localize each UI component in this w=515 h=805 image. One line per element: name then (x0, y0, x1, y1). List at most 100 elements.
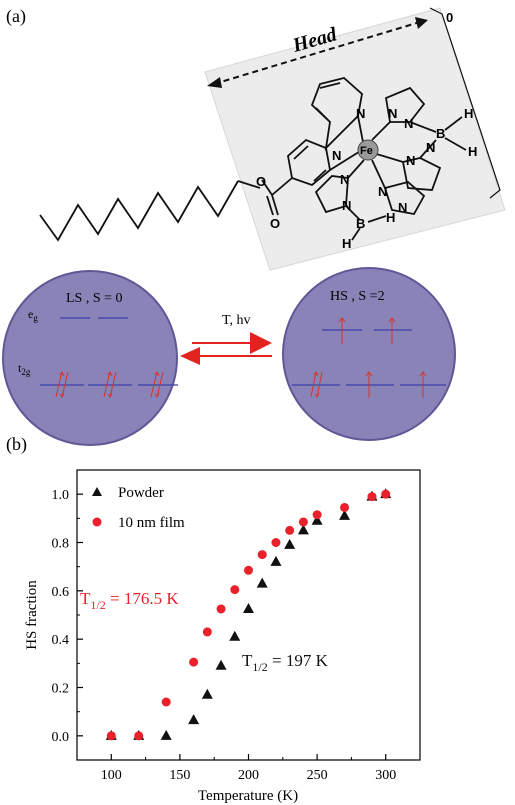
y-axis-label: HS fraction (24, 580, 40, 650)
plot-frame (76, 469, 421, 761)
h-label-3: H (342, 236, 351, 251)
powder-point (229, 630, 241, 641)
h-label-2: H (468, 144, 477, 159)
ls-eg-label: eg (28, 307, 38, 323)
powder-point (284, 538, 296, 549)
b-label-top: B (436, 126, 445, 141)
ls-electron-pairs (55, 371, 164, 398)
ls-circle (2, 270, 178, 446)
powder-point (160, 729, 172, 740)
data-series (105, 488, 392, 741)
panel-b-label: (b) (6, 434, 27, 455)
n-label-pz-2: N (404, 116, 413, 131)
n-label-pz-8: N (398, 200, 407, 215)
legend: Powder 10 nm film (92, 485, 185, 531)
film-point (298, 517, 308, 527)
powder-point (339, 509, 351, 520)
y-tick-label: 1.0 (52, 488, 70, 503)
hs-state-diagram: HS , S =2 (282, 267, 456, 441)
y-tick-label: 0.0 (52, 730, 70, 745)
head-arrow-right-tip (415, 17, 428, 29)
bracket-zero-label: 0 (446, 10, 453, 25)
n-label-pz-1: N (388, 106, 397, 121)
alkyl-chain (39, 180, 239, 242)
series-film (106, 489, 391, 741)
o-label-carbonyl: O (270, 216, 280, 231)
film-point (257, 550, 267, 560)
head-arrow (213, 21, 421, 85)
powder-point (243, 602, 254, 613)
legend-film-marker (92, 517, 102, 527)
legend-film-label: 10 nm film (118, 515, 185, 531)
powder-point (201, 688, 213, 699)
n-label-pz-7: N (378, 184, 387, 199)
reverse-arrow-head (180, 347, 200, 365)
head-bracket (429, 7, 501, 199)
o-label-ester: O (256, 174, 266, 189)
hs-circle (282, 267, 456, 441)
spin-transition-arrows: T, hv (180, 313, 272, 365)
n-label-pz-3: N (406, 153, 415, 168)
hs-title: HS , S =2 (330, 289, 385, 304)
legend-powder-label: Powder (118, 485, 164, 501)
powder-point (270, 555, 282, 566)
x-tick-label: 300 (375, 768, 396, 783)
ls-state-diagram: LS , S = 0 eg t2g (2, 270, 178, 446)
forward-arrow-head (250, 332, 272, 354)
n-label-pz-6: N (342, 198, 351, 213)
film-point (202, 627, 212, 637)
n-label-pyridine-top: N (356, 106, 365, 121)
molecule-backdrop (204, 7, 506, 271)
h-label-1: H (464, 106, 473, 121)
hs-electrons (310, 317, 427, 398)
n-label-pyridine-mid: N (332, 148, 341, 163)
powder-t-half-annotation: T1/2 = 197 K (242, 651, 329, 674)
film-point (367, 492, 377, 502)
powder-point (311, 514, 323, 525)
n-label-pz-4: N (426, 140, 435, 155)
film-point (381, 489, 391, 499)
x-axis: 100 150 200 250 300 (76, 754, 421, 783)
molecule-atoms: Fe N N N N N N N N N N B B H H H H O O (256, 106, 477, 251)
y-tick-label: 0.6 (52, 585, 70, 600)
film-point (161, 697, 171, 707)
powder-point (256, 577, 268, 588)
fe-atom (357, 139, 379, 161)
film-point (216, 604, 226, 614)
x-axis-label: Temperature (K) (198, 788, 298, 804)
panel-a-label: (a) (6, 6, 26, 27)
ls-t2g-label: t2g (18, 361, 31, 377)
film-point (189, 657, 199, 667)
film-point (340, 502, 350, 512)
x-tick-label: 200 (238, 768, 259, 783)
h-label-4: H (386, 210, 395, 225)
x-tick-label: 150 (169, 768, 190, 783)
y-tick-label: 0.2 (52, 682, 70, 697)
y-tick-label: 0.4 (52, 633, 70, 648)
film-point (244, 565, 253, 575)
legend-powder-marker (92, 487, 102, 496)
y-axis: 0.0 0.2 0.4 0.6 0.8 1.0 (52, 488, 83, 745)
head-arrow-left-tip (207, 77, 222, 88)
chart: 100 150 200 250 300 0.0 0.2 0.4 0.6 0.8 1.0 Tempe… (24, 469, 421, 804)
powder-point (188, 714, 200, 725)
x-tick-label: 250 (307, 768, 328, 783)
y-tick-label: 0.8 (52, 537, 70, 552)
powder-point (215, 659, 227, 670)
film-point (271, 538, 281, 547)
film-t-half-annotation: T1/2 = 176.5 K (80, 589, 179, 612)
powder-point (297, 524, 309, 535)
b-label-bottom: B (356, 216, 365, 231)
x-tick-label: 100 (101, 768, 122, 783)
ls-title: LS , S = 0 (66, 291, 123, 306)
film-point (134, 731, 144, 741)
film-point (106, 731, 116, 741)
molecule-structure (39, 77, 467, 242)
transition-label: T, hv (222, 313, 251, 328)
film-point (312, 510, 322, 520)
film-point (285, 525, 295, 535)
n-label-pz-5: N (340, 172, 349, 187)
film-point (230, 585, 240, 595)
fe-label: Fe (360, 145, 373, 157)
